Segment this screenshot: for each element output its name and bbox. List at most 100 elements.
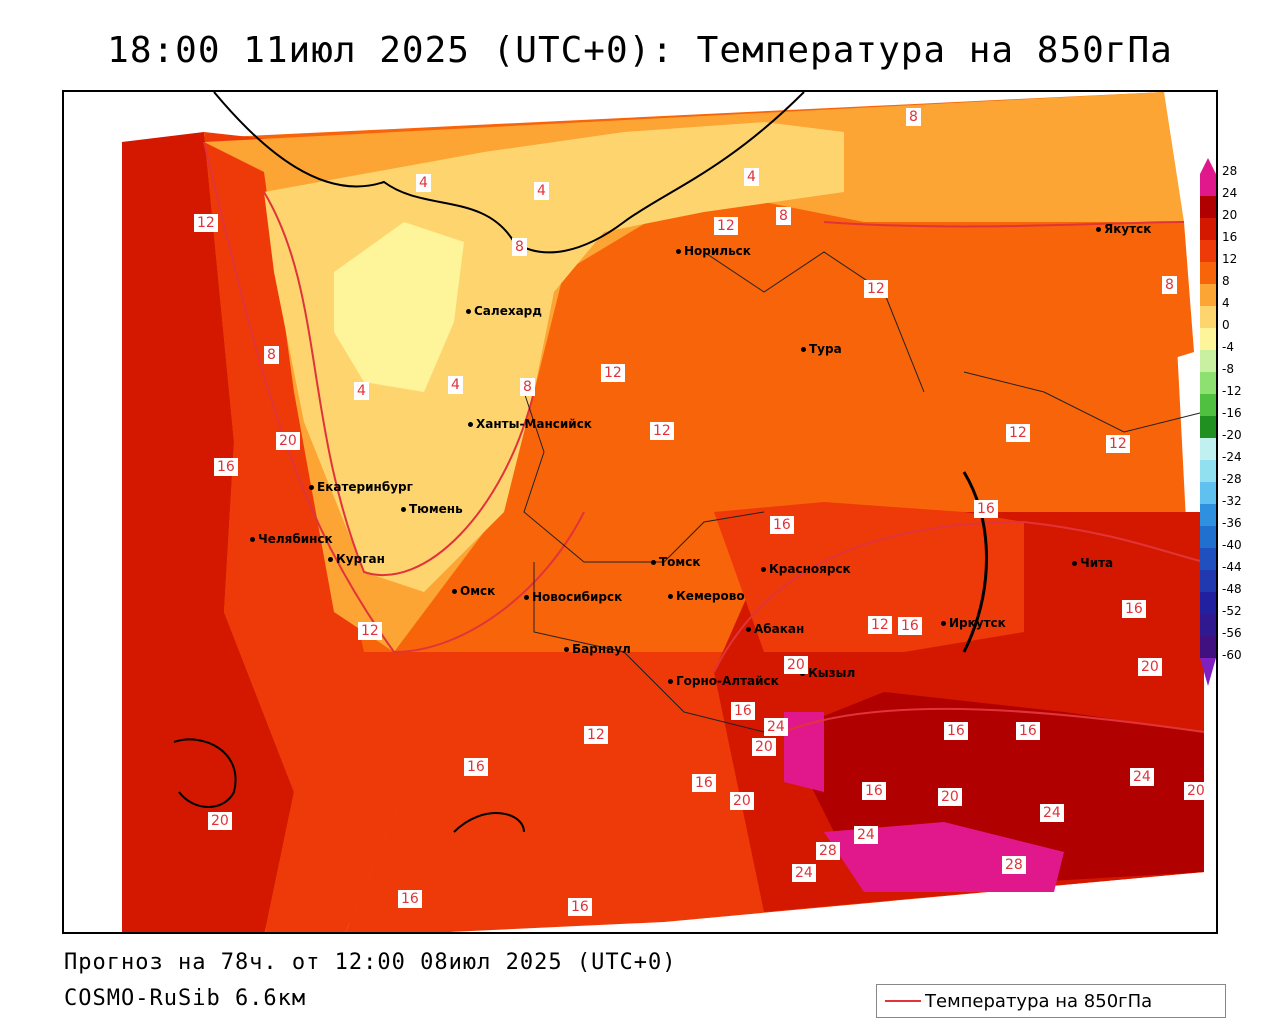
scale-tick: -20 <box>1222 428 1242 442</box>
city-norilsk: Норильск <box>676 244 751 258</box>
scale-tick: -4 <box>1222 340 1234 354</box>
city-yekaterinburg: Екатеринбург <box>309 480 413 494</box>
contour-label: 20 <box>1138 658 1162 676</box>
contour-label: 24 <box>1040 804 1064 822</box>
forecast-info: Прогноз на 78ч. от 12:00 08июл 2025 (UTC… <box>64 950 677 975</box>
legend-label: Температура на 850гПа <box>925 991 1153 1012</box>
scale-tick: 20 <box>1222 208 1238 222</box>
scale-band-12 <box>1200 262 1216 284</box>
scale-tick: -28 <box>1222 472 1242 486</box>
city-tyumen: Тюмень <box>401 502 463 516</box>
contour-label: 12 <box>864 280 888 298</box>
contour-label: 8 <box>1162 276 1177 294</box>
contour-label: 12 <box>601 364 625 382</box>
scale-tick: -52 <box>1222 604 1242 618</box>
region-border <box>963 371 1205 433</box>
contour-line <box>263 191 535 577</box>
contour-label: 20 <box>276 432 300 450</box>
scale-tick: 12 <box>1222 252 1238 266</box>
contour-label: 24 <box>792 864 816 882</box>
contour-label: 16 <box>464 758 488 776</box>
contour-label: 20 <box>784 656 808 674</box>
scale-band-m20 <box>1200 438 1216 460</box>
scale-tick: -32 <box>1222 494 1242 508</box>
scale-band-24 <box>1200 196 1216 218</box>
contour-label: 12 <box>650 422 674 440</box>
city-krasnoyarsk: Красноярск <box>761 562 851 576</box>
field-16-west <box>204 132 404 932</box>
contour-label: 4 <box>744 168 759 186</box>
contour-label: 4 <box>534 182 549 200</box>
temperature-map[interactable]: Якутск Норильск Салехард Тура Ханты-Манс… <box>62 90 1218 934</box>
city-abakan: Абакан <box>745 622 805 636</box>
scale-tick: -12 <box>1222 384 1242 398</box>
city-kyzyl: Кызыл <box>799 666 856 680</box>
contour-label: 24 <box>1130 768 1154 786</box>
contour-line <box>783 707 1205 733</box>
map-title: 18:00 11июл 2025 (UTC+0): Температура на… <box>107 30 1173 71</box>
city-kurgan: Курган <box>328 552 385 566</box>
scale-tick: 16 <box>1222 230 1238 244</box>
contour-label: 20 <box>938 788 962 806</box>
city-barnaul: Барнаул <box>564 642 631 656</box>
city-tomsk: Томск <box>651 555 701 569</box>
city-yakutsk: Якутск <box>1095 222 1152 236</box>
region-border <box>703 251 925 393</box>
field-28-small <box>784 712 824 792</box>
contour-label: 16 <box>862 782 886 800</box>
scale-band-m24 <box>1200 460 1216 482</box>
color-scale <box>1200 158 1216 686</box>
contour-label: 4 <box>416 174 431 192</box>
legend-line-swatch <box>885 1000 921 1002</box>
legend-box: Температура на 850гПа <box>876 984 1226 1018</box>
scale-tick: -56 <box>1222 626 1242 640</box>
contour-label: 8 <box>264 346 279 364</box>
contour-label: 20 <box>730 792 754 810</box>
contour-label: 16 <box>398 890 422 908</box>
scale-arrow-bottom <box>1200 658 1216 686</box>
map-canvas <box>122 92 1205 932</box>
contour-label: 4 <box>354 382 369 400</box>
contour-label: 8 <box>520 378 535 396</box>
contour-label: 4 <box>448 376 463 394</box>
contour-label: 12 <box>1106 435 1130 453</box>
contour-label: 16 <box>1016 722 1040 740</box>
contour-label: 28 <box>816 842 840 860</box>
city-salekhard: Салехард <box>466 304 542 318</box>
scale-tick: 8 <box>1222 274 1230 288</box>
region-border <box>523 391 765 563</box>
contour-label: 24 <box>854 826 878 844</box>
city-irkutsk: Иркутск <box>941 616 1006 630</box>
scale-tick: -40 <box>1222 538 1242 552</box>
field-16-center <box>714 502 1024 652</box>
scale-tick: -16 <box>1222 406 1242 420</box>
field-12-east <box>764 222 1194 392</box>
scale-band-m44 <box>1200 570 1216 592</box>
contour-label: 28 <box>1002 856 1026 874</box>
scale-tick: -60 <box>1222 648 1242 662</box>
scale-band-m48 <box>1200 592 1216 614</box>
contour-label: 20 <box>752 738 776 756</box>
scale-band-m28 <box>1200 482 1216 504</box>
contour-label: 12 <box>714 217 738 235</box>
contour-label: 16 <box>731 702 755 720</box>
coastline <box>453 812 525 833</box>
scale-band-m36 <box>1200 526 1216 548</box>
contour-label: 20 <box>208 812 232 830</box>
city-tura: Тура <box>801 342 842 356</box>
city-chita: Чита <box>1071 556 1114 570</box>
contour-label: 8 <box>906 108 921 126</box>
model-name: COSMO-RuSib 6.6км <box>64 986 307 1011</box>
scale-band-m4 <box>1200 350 1216 372</box>
contour-label: 16 <box>974 500 998 518</box>
scale-band-m8 <box>1200 372 1216 394</box>
scale-tick: -44 <box>1222 560 1242 574</box>
scale-band-m16 <box>1200 416 1216 438</box>
contour-label: 16 <box>568 898 592 916</box>
city-kemerovo: Кемерово <box>668 589 745 603</box>
scale-tick: 0 <box>1222 318 1230 332</box>
scale-tick: -8 <box>1222 362 1234 376</box>
contour-label: 16 <box>770 516 794 534</box>
contour-label: 8 <box>512 238 527 256</box>
scale-band-m12 <box>1200 394 1216 416</box>
